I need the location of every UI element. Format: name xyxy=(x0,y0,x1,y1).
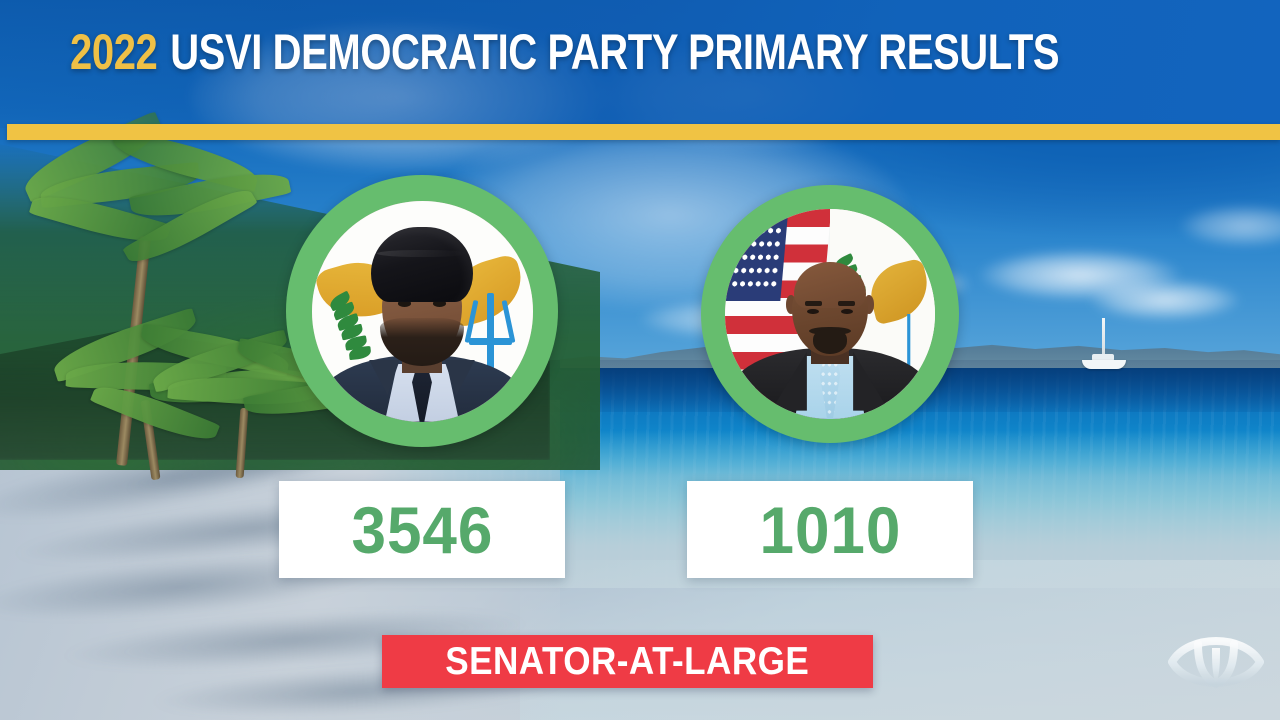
eye xyxy=(397,299,411,307)
candidate-photo-ring-2 xyxy=(701,185,959,443)
office-label-band: SENATOR-AT-LARGE xyxy=(382,635,873,688)
candidate-portrait-2 xyxy=(725,209,935,419)
candidate-portrait-1: V I xyxy=(311,200,533,422)
trident-icon xyxy=(907,314,911,386)
necktie xyxy=(819,360,841,419)
sailboat-mast xyxy=(1102,318,1105,362)
vote-count-box-1: 3546 xyxy=(279,481,565,578)
trident-icon xyxy=(464,293,517,373)
bald-head xyxy=(794,261,866,308)
header-banner: 2022 USVI DEMOCRATIC PARTY PRIMARY RESUL… xyxy=(0,0,1280,128)
office-label: SENATOR-AT-LARGE xyxy=(445,640,810,683)
eye xyxy=(806,308,820,314)
eye xyxy=(433,299,447,307)
ear xyxy=(785,295,797,314)
candidate-figure-2 xyxy=(725,209,935,419)
sailboat xyxy=(1080,318,1128,378)
candidate-card-2 xyxy=(687,185,973,443)
vote-count-2: 1010 xyxy=(759,492,901,567)
ear xyxy=(863,295,875,314)
eyebrow xyxy=(838,300,856,306)
vote-count-box-2: 1010 xyxy=(687,481,973,578)
page-title: 2022 USVI DEMOCRATIC PARTY PRIMARY RESUL… xyxy=(70,22,1060,82)
sailboat-hull xyxy=(1082,360,1126,369)
candidate-figure-1 xyxy=(312,201,533,422)
eye xyxy=(840,308,854,314)
cloud xyxy=(1180,205,1280,247)
cloud xyxy=(1090,280,1240,320)
goatee xyxy=(813,328,847,354)
eye-vc-monogram-logo-icon xyxy=(1167,618,1265,702)
accent-divider-bar xyxy=(7,124,1280,140)
candidate-photo-ring-1: V I xyxy=(286,175,558,447)
vote-count-1: 3546 xyxy=(351,492,493,567)
title-year: 2022 xyxy=(70,24,158,80)
candidate-card-1: V I xyxy=(279,175,565,447)
eyebrow xyxy=(804,300,822,306)
sailboat-cabin xyxy=(1092,354,1114,361)
head-wrap xyxy=(371,227,473,303)
title-text: USVI DEMOCRATIC PARTY PRIMARY RESULTS xyxy=(170,24,1060,80)
